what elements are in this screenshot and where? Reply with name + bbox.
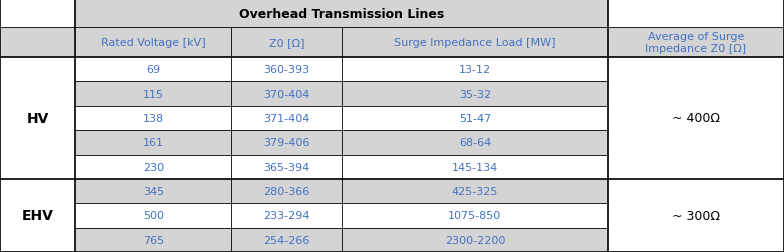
Text: Overhead Transmission Lines: Overhead Transmission Lines <box>239 8 445 20</box>
Text: 115: 115 <box>143 89 164 99</box>
Bar <box>0 82 75 106</box>
Text: 765: 765 <box>143 235 164 245</box>
Text: ~ 400Ω: ~ 400Ω <box>672 112 720 125</box>
Text: 365-394: 365-394 <box>263 162 310 172</box>
Bar <box>0 106 75 131</box>
Text: 51-47: 51-47 <box>459 113 491 123</box>
Bar <box>75 179 231 203</box>
Bar <box>75 228 231 252</box>
Bar <box>0 179 75 203</box>
Bar <box>608 131 784 155</box>
Text: 230: 230 <box>143 162 164 172</box>
Text: 13-12: 13-12 <box>459 65 491 75</box>
Bar <box>75 0 608 28</box>
Bar <box>231 82 342 106</box>
Bar <box>0 228 75 252</box>
Bar <box>75 28 231 58</box>
Bar <box>75 82 231 106</box>
Text: Surge Impedance Load [MW]: Surge Impedance Load [MW] <box>394 38 556 48</box>
Bar <box>342 58 608 82</box>
Text: 379-406: 379-406 <box>263 138 310 148</box>
Text: 161: 161 <box>143 138 164 148</box>
Bar <box>342 28 608 58</box>
Text: 69: 69 <box>147 65 161 75</box>
Bar <box>342 228 608 252</box>
Bar <box>342 131 608 155</box>
Text: 370-404: 370-404 <box>263 89 310 99</box>
Bar <box>231 155 342 179</box>
Bar <box>0 203 75 228</box>
Bar <box>342 155 608 179</box>
Text: 145-134: 145-134 <box>452 162 498 172</box>
Text: Z0 [Ω]: Z0 [Ω] <box>269 38 304 48</box>
Bar <box>231 228 342 252</box>
Bar <box>75 131 231 155</box>
Bar <box>608 28 784 58</box>
Text: 233-294: 233-294 <box>263 211 310 220</box>
Bar <box>75 106 231 131</box>
Bar <box>0 131 75 155</box>
Text: 138: 138 <box>143 113 164 123</box>
Bar <box>0 28 75 58</box>
Text: 2300-2200: 2300-2200 <box>445 235 505 245</box>
Bar <box>231 203 342 228</box>
Bar <box>0 58 75 82</box>
Text: 500: 500 <box>143 211 164 220</box>
Bar <box>608 82 784 106</box>
Bar <box>75 203 231 228</box>
Bar <box>231 28 342 58</box>
Bar <box>608 203 784 228</box>
Text: 280-366: 280-366 <box>263 186 310 196</box>
Bar <box>231 58 342 82</box>
Text: 35-32: 35-32 <box>459 89 491 99</box>
Bar <box>608 0 784 28</box>
Bar <box>608 155 784 179</box>
Text: 360-393: 360-393 <box>263 65 310 75</box>
Bar <box>342 106 608 131</box>
Bar <box>231 131 342 155</box>
Text: Rated Voltage [kV]: Rated Voltage [kV] <box>101 38 205 48</box>
Text: HV: HV <box>27 111 49 125</box>
Bar <box>608 228 784 252</box>
Text: 425-325: 425-325 <box>452 186 498 196</box>
Text: 345: 345 <box>143 186 164 196</box>
Text: 371-404: 371-404 <box>263 113 310 123</box>
Bar <box>342 203 608 228</box>
Bar <box>342 179 608 203</box>
Text: Average of Surge
Impedance Z0 [Ω]: Average of Surge Impedance Z0 [Ω] <box>645 32 746 54</box>
Text: 254-266: 254-266 <box>263 235 310 245</box>
Bar <box>608 179 784 203</box>
Text: 68-64: 68-64 <box>459 138 491 148</box>
Bar <box>342 82 608 106</box>
Bar <box>0 155 75 179</box>
Text: ~ 300Ω: ~ 300Ω <box>672 209 720 222</box>
Bar <box>608 58 784 82</box>
Bar <box>231 179 342 203</box>
Text: EHV: EHV <box>22 209 53 223</box>
Bar <box>0 0 75 28</box>
Text: 1075-850: 1075-850 <box>448 211 502 220</box>
Bar <box>75 155 231 179</box>
Bar <box>231 106 342 131</box>
Bar <box>608 106 784 131</box>
Bar <box>75 58 231 82</box>
